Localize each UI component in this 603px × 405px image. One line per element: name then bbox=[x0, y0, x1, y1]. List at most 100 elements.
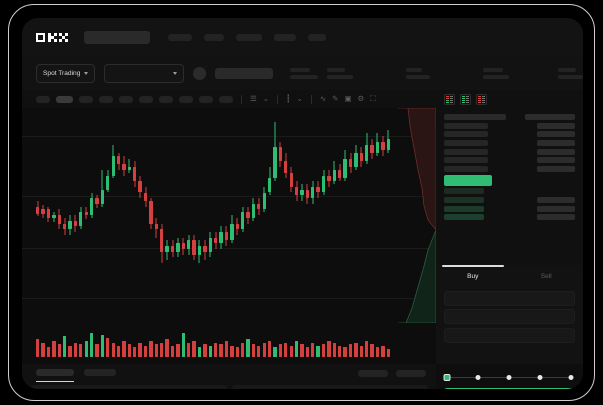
orderbook-mode-bids-icon[interactable] bbox=[460, 93, 471, 105]
orderbook-bid-row[interactable] bbox=[444, 187, 575, 196]
timeframe-button-9[interactable] bbox=[199, 95, 213, 103]
toolbar-divider bbox=[241, 94, 242, 104]
candle bbox=[316, 108, 320, 323]
line-chart-icon[interactable]: ∿ bbox=[319, 94, 327, 104]
orderbook-panel[interactable] bbox=[436, 108, 583, 265]
orderbook-size-cell bbox=[537, 140, 575, 147]
bottom-tabs bbox=[22, 364, 436, 383]
candle-body bbox=[235, 223, 239, 230]
candle-body bbox=[381, 141, 385, 151]
gridline bbox=[22, 298, 436, 299]
pencil-icon[interactable]: ✎ bbox=[332, 94, 339, 104]
tab-sell[interactable]: Sell bbox=[540, 272, 552, 280]
bottom-tab-2[interactable] bbox=[84, 369, 116, 376]
price-chart[interactable] bbox=[22, 108, 436, 364]
price-field[interactable] bbox=[444, 290, 575, 306]
chart-toolbar: ☰ ⌄ ┇ ⌄ ∿ ✎ ▣ ⚙ ⛶ bbox=[22, 90, 436, 108]
timeframe-button-4[interactable] bbox=[99, 95, 113, 103]
bottom-action-2[interactable] bbox=[396, 370, 426, 377]
candle bbox=[208, 108, 212, 323]
orderbook-ask-row[interactable] bbox=[444, 156, 575, 165]
nav-link-5[interactable] bbox=[308, 34, 326, 41]
pair-selector[interactable] bbox=[104, 64, 185, 83]
volume-bar bbox=[381, 345, 385, 357]
timeframe-button-10[interactable] bbox=[219, 95, 233, 103]
fullscreen-icon[interactable]: ⛶ bbox=[370, 94, 376, 104]
search-input[interactable] bbox=[84, 31, 150, 44]
volume-bar bbox=[41, 342, 45, 357]
positions-card[interactable] bbox=[231, 385, 428, 389]
candle bbox=[62, 108, 67, 323]
orderbook-mode-both-icon[interactable] bbox=[444, 93, 455, 105]
orderbook-bid-row[interactable] bbox=[444, 196, 575, 205]
timeframe-button-1[interactable] bbox=[36, 95, 50, 103]
candle bbox=[192, 108, 196, 323]
timeframe-button-7[interactable] bbox=[159, 95, 173, 103]
chevron-down-icon bbox=[173, 72, 178, 75]
candle-body bbox=[251, 203, 256, 218]
chevron-down-icon[interactable]: ⌄ bbox=[262, 94, 270, 104]
slider-step-5[interactable] bbox=[568, 375, 574, 380]
orderbook-ask-row[interactable] bbox=[444, 165, 575, 174]
trading-mode-selector[interactable]: Spot Trading bbox=[36, 64, 96, 83]
amount-field[interactable] bbox=[444, 309, 575, 324]
chevron-down-icon[interactable]: ⌄ bbox=[296, 94, 303, 104]
tab-buy[interactable]: Buy bbox=[467, 272, 479, 280]
candle bbox=[311, 108, 315, 323]
volume-bar bbox=[203, 344, 207, 357]
nav-link-4[interactable] bbox=[274, 34, 296, 41]
orderbook-ask-row[interactable] bbox=[444, 113, 575, 122]
timeframe-button-5[interactable] bbox=[119, 95, 133, 103]
chart-type-icon[interactable]: ┇ bbox=[286, 94, 291, 104]
timeframe-button-3[interactable] bbox=[79, 95, 93, 103]
okx-logo-icon[interactable] bbox=[36, 33, 68, 42]
bottom-tab-1[interactable] bbox=[36, 369, 74, 376]
orderbook-bid-row[interactable] bbox=[444, 213, 575, 222]
candle bbox=[343, 108, 347, 323]
bottom-action-1[interactable] bbox=[358, 370, 388, 377]
candle-body bbox=[176, 243, 180, 252]
candle bbox=[386, 108, 390, 323]
indicators-icon[interactable]: ☰ bbox=[250, 94, 257, 104]
orderbook-ask-row[interactable] bbox=[444, 130, 575, 139]
total-field[interactable] bbox=[444, 327, 575, 343]
candle-body bbox=[46, 209, 51, 218]
settings-gear-icon[interactable]: ⚙ bbox=[357, 94, 365, 104]
orders-card[interactable] bbox=[30, 385, 227, 389]
amount-slider[interactable] bbox=[443, 374, 575, 382]
slider-step-4[interactable] bbox=[537, 375, 543, 380]
candle-body bbox=[170, 246, 175, 252]
candle-body bbox=[149, 200, 153, 224]
volume-bar bbox=[122, 341, 126, 357]
candle-body bbox=[89, 198, 94, 216]
timeframe-button-8[interactable] bbox=[179, 95, 193, 103]
volume-bar bbox=[327, 341, 331, 357]
slider-step-2[interactable] bbox=[475, 375, 481, 380]
orderbook-ask-row[interactable] bbox=[444, 139, 575, 148]
timeframe-button-6[interactable] bbox=[139, 95, 153, 103]
candle-body bbox=[208, 237, 212, 252]
nav-link-1[interactable] bbox=[168, 34, 192, 41]
orderbook-size-cell bbox=[537, 165, 575, 172]
volume-bar bbox=[240, 342, 245, 357]
slider-handle[interactable] bbox=[443, 374, 451, 381]
app-screen: Spot Trading bbox=[22, 18, 583, 389]
candle bbox=[127, 108, 132, 323]
orderbook-mode-asks-icon[interactable] bbox=[476, 93, 487, 105]
orderbook-ask-row[interactable] bbox=[444, 147, 575, 156]
orderbook-ask-row[interactable] bbox=[444, 122, 575, 131]
slider-step-3[interactable] bbox=[506, 375, 512, 380]
orderbook-bid-row[interactable] bbox=[444, 204, 575, 213]
submit-buy-button[interactable] bbox=[444, 388, 575, 389]
candle-body bbox=[106, 175, 110, 190]
orderbook-price-cell bbox=[444, 122, 488, 129]
volume-bar bbox=[267, 341, 272, 357]
candle-body bbox=[73, 220, 78, 227]
candle-body bbox=[305, 189, 310, 199]
timeframe-button-2[interactable] bbox=[56, 95, 73, 103]
camera-icon[interactable]: ▣ bbox=[344, 94, 352, 104]
candle-body bbox=[343, 158, 347, 179]
nav-link-3[interactable] bbox=[236, 34, 262, 41]
nav-link-2[interactable] bbox=[204, 34, 224, 41]
candle bbox=[154, 108, 158, 323]
